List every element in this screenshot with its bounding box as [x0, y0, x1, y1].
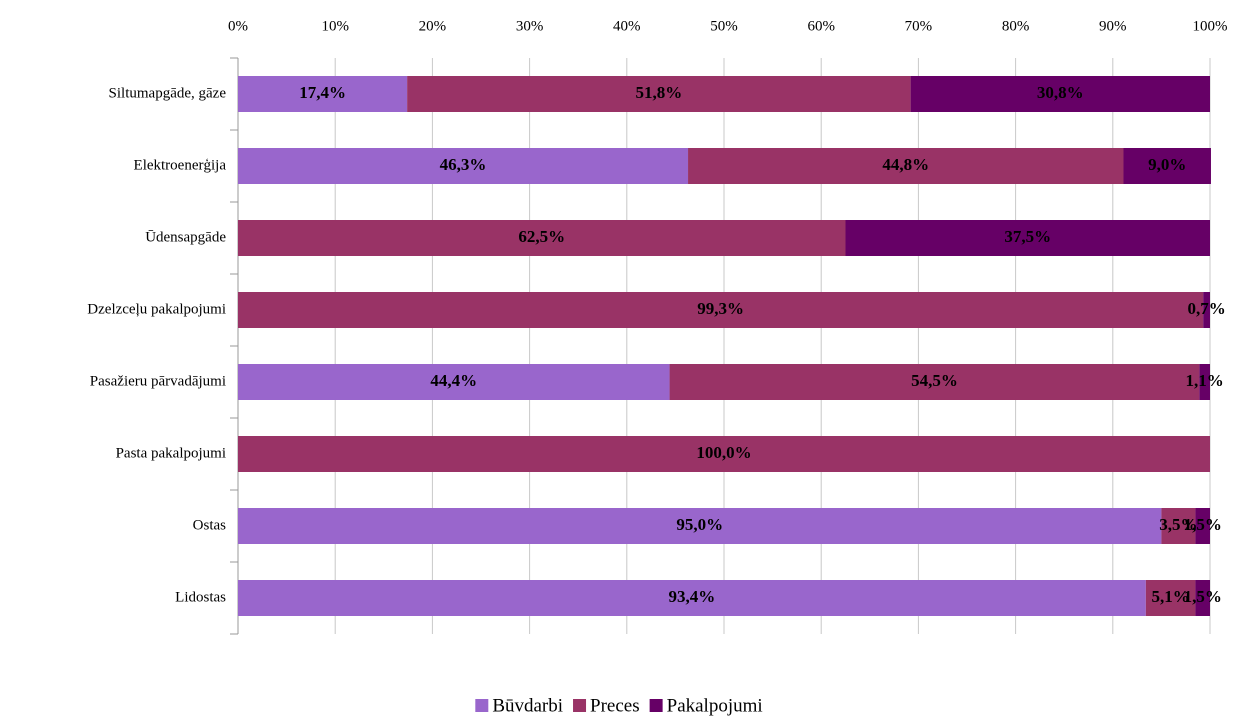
value-label: 95,0%: [676, 515, 723, 534]
legend-swatch: [475, 699, 489, 712]
value-label: 44,8%: [882, 155, 929, 174]
x-tick-label: 90%: [1099, 18, 1127, 34]
x-tick-label: 70%: [905, 18, 933, 34]
y-tick-label: Dzelzceļu pakalpojumi: [87, 301, 226, 317]
bar-segment: [238, 436, 1210, 472]
value-label: 9,0%: [1148, 155, 1186, 174]
bar-segment: [845, 220, 1210, 256]
legend-label: Preces: [590, 695, 640, 716]
bar-segment: [238, 148, 689, 184]
value-label: 37,5%: [1004, 227, 1051, 246]
value-label: 1,1%: [1186, 371, 1224, 390]
y-tick-label: Pasažieru pārvadājumi: [90, 373, 226, 389]
bar-segment: [238, 508, 1162, 544]
x-tick-label: 30%: [516, 18, 544, 34]
bar-segment: [238, 292, 1204, 328]
x-tick-label: 50%: [710, 18, 738, 34]
legend-label: Būvdarbi: [492, 695, 563, 716]
value-label: 30,8%: [1037, 83, 1084, 102]
value-label: 54,5%: [911, 371, 958, 390]
y-tick-label: Ostas: [193, 517, 226, 533]
bar-segment: [238, 220, 846, 256]
x-tick-label: 80%: [1002, 18, 1030, 34]
x-tick-label: 40%: [613, 18, 641, 34]
value-label: 99,3%: [697, 299, 744, 318]
bar-segment: [1195, 580, 1210, 616]
value-label: 3,5%: [1159, 515, 1197, 534]
value-label: 51,8%: [636, 83, 683, 102]
value-label: 17,4%: [299, 83, 346, 102]
value-label: 100,0%: [696, 443, 751, 462]
bar-segment: [910, 76, 1210, 112]
bar-segment: [1203, 292, 1210, 328]
bar-segment: [407, 76, 911, 112]
x-tick-label: 20%: [419, 18, 447, 34]
bar-segment: [1123, 148, 1211, 184]
value-label: 46,3%: [440, 155, 487, 174]
bar-segment: [688, 148, 1124, 184]
x-tick-label: 60%: [807, 18, 835, 34]
value-label: 62,5%: [518, 227, 565, 246]
bar-segment: [1161, 508, 1196, 544]
bar-segment: [669, 364, 1200, 400]
value-label: 5,1%: [1152, 587, 1190, 606]
y-tick-label: Lidostas: [175, 589, 226, 605]
y-tick-label: Pasta pakalpojumi: [116, 445, 226, 461]
value-label: 1,5%: [1184, 515, 1222, 534]
bar-segment: [1195, 508, 1210, 544]
y-tick-label: Siltumapgāde, gāze: [109, 85, 227, 101]
bar-segment: [238, 364, 670, 400]
bar-segment: [238, 76, 408, 112]
value-label: 44,4%: [430, 371, 477, 390]
x-tick-label: 100%: [1193, 18, 1228, 34]
bar-segment: [238, 580, 1146, 616]
legend-swatch: [649, 699, 663, 712]
y-tick-label: Elektroenerģija: [134, 157, 227, 173]
bar-segment: [1199, 364, 1210, 400]
legend-label: Pakalpojumi: [667, 695, 763, 716]
value-label: 1,5%: [1184, 587, 1222, 606]
x-tick-label: 0%: [228, 18, 248, 34]
x-tick-label: 10%: [321, 18, 349, 34]
bar-segment: [1145, 580, 1196, 616]
y-tick-label: Ūdensapgāde: [145, 229, 226, 245]
value-label: 93,4%: [669, 587, 716, 606]
value-label: 0,7%: [1187, 299, 1225, 318]
legend-swatch: [573, 699, 587, 712]
